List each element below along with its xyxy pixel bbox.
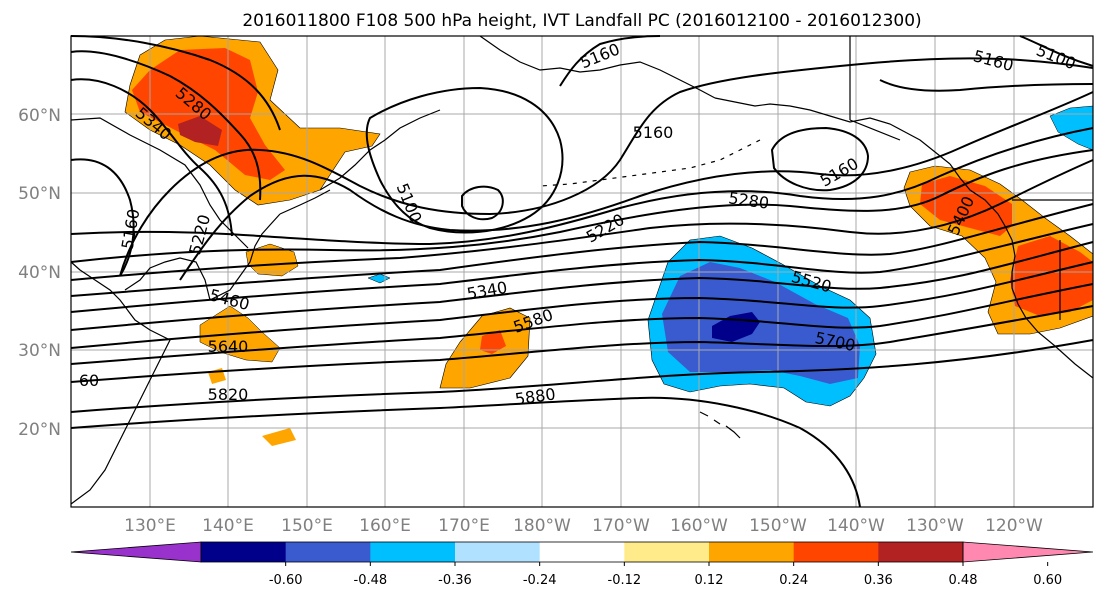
coastline-japan <box>209 213 281 301</box>
contour-5160-west <box>70 158 135 277</box>
positive-pc-region-tropical <box>262 428 296 446</box>
colorbar-tick-label: -0.60 <box>269 573 303 588</box>
contour-5460 <box>70 203 1094 297</box>
lon-label: 170°E <box>438 516 490 536</box>
colorbar-segment <box>793 542 879 562</box>
lon-label: 160°E <box>359 516 411 536</box>
map-panel: 5160 5100 5160 5280 5340 5160 5220 5100 … <box>70 35 1094 508</box>
colorbar-tick-label: -0.48 <box>354 573 388 588</box>
contour-5220-north <box>70 35 281 131</box>
coastline-okhotsk <box>70 117 249 249</box>
contour-5100-ne <box>1019 35 1094 67</box>
coastline-alaska <box>714 97 951 165</box>
colorbar-segment <box>455 542 541 562</box>
lat-label-60n: 60°N <box>18 106 61 126</box>
coastline-us-west <box>1011 239 1094 379</box>
lat-label-20n: 20°N <box>18 420 61 440</box>
colorbar-tick-label: 0.48 <box>949 573 978 588</box>
lon-label: 170°W <box>592 516 650 536</box>
colorbar-segment <box>201 542 287 562</box>
contour-5280-north <box>70 50 262 201</box>
lon-label: 130°E <box>124 516 176 536</box>
colorbar-segment <box>624 542 710 562</box>
positive-pc-region-central-pacific-strong <box>480 330 506 354</box>
contour-label: 5640 <box>208 337 249 356</box>
coastline-hawaii <box>699 411 741 439</box>
contour-5040-ne <box>879 79 1094 92</box>
colorbar-extend-min <box>70 541 202 563</box>
colorbar-segment <box>285 542 371 562</box>
colorbar-segment <box>878 542 964 562</box>
lon-label: 140°W <box>827 516 885 536</box>
contour-5760 <box>70 305 1094 383</box>
latitude-labels: 60°N 50°N 40°N 30°N 20°N <box>18 106 61 440</box>
colorbar-tick-label: -0.12 <box>608 573 642 588</box>
colorbar-tick-label: 0.36 <box>864 573 893 588</box>
colorbar-tick-label: 0.24 <box>779 573 808 588</box>
map-frame <box>70 35 1094 508</box>
contour-5820 <box>70 339 1094 413</box>
contour-5520 <box>70 223 1094 313</box>
negative-pc-region-ne-pacific-strong <box>662 262 860 384</box>
colorbar-tick-label: -0.36 <box>438 573 472 588</box>
lon-label: 120°W <box>985 516 1043 536</box>
lon-label: 150°E <box>281 516 333 536</box>
colorbar: -0.60 -0.48 -0.36 -0.24 -0.12 0.12 0.24 0.36 0.4… <box>70 541 1094 588</box>
contour-5640 <box>70 261 1094 349</box>
contour-5340 <box>70 149 1094 263</box>
coastline-korea <box>124 257 211 301</box>
lon-label: 130°W <box>906 516 964 536</box>
contour-label: 5160 <box>633 123 674 142</box>
colorbar-extend-max <box>962 541 1094 563</box>
colorbar-tick-label: -0.24 <box>523 573 557 588</box>
lon-label: 160°W <box>670 516 728 536</box>
lon-label: 180°W <box>513 516 571 536</box>
lon-label: 140°E <box>202 516 254 536</box>
contour-5700 <box>70 283 1094 365</box>
colorbar-tick-label: 0.60 <box>1033 573 1062 588</box>
lat-label-40n: 40°N <box>18 263 61 283</box>
coastline-siberia-north <box>479 35 716 99</box>
contour-5400 <box>70 159 1094 281</box>
contour-5040-low <box>461 185 504 221</box>
contour-5280 <box>70 127 1094 246</box>
contour-label: 5820 <box>208 385 249 404</box>
height-contours <box>70 35 1094 508</box>
longitude-labels: 130°E 140°E 150°E 160°E 170°E 180°W 170°W 160°W… <box>124 516 1043 536</box>
contour-5580 <box>70 241 1094 331</box>
coastline-bc <box>949 163 1013 241</box>
lat-label-50n: 50°N <box>18 184 61 204</box>
positive-pc-region-west-coast-strong <box>920 176 1012 236</box>
colorbar-segment <box>539 542 625 562</box>
colorbar-segment <box>709 542 795 562</box>
map-title: 2016011800 F108 500 hPa height, IVT Land… <box>242 11 921 31</box>
colorbar-segment <box>370 542 456 562</box>
positive-pc-region-okhotsk-max <box>178 116 222 146</box>
colorbar-tick-label: 0.12 <box>695 573 724 588</box>
border-canada <box>849 36 1093 320</box>
contour-5160-asia <box>119 57 1094 277</box>
contour-label: 60 <box>79 371 99 390</box>
lon-label: 150°W <box>749 516 807 536</box>
contour-5880 <box>70 396 861 508</box>
contour-5340-north <box>70 78 233 237</box>
contour-5220 <box>179 91 1094 281</box>
contour-5100-low <box>365 86 564 234</box>
coastline-kurils <box>279 189 331 215</box>
contour-5160-low-east <box>770 126 870 192</box>
lat-label-30n: 30°N <box>18 341 61 361</box>
colorbar-outline <box>200 541 964 563</box>
